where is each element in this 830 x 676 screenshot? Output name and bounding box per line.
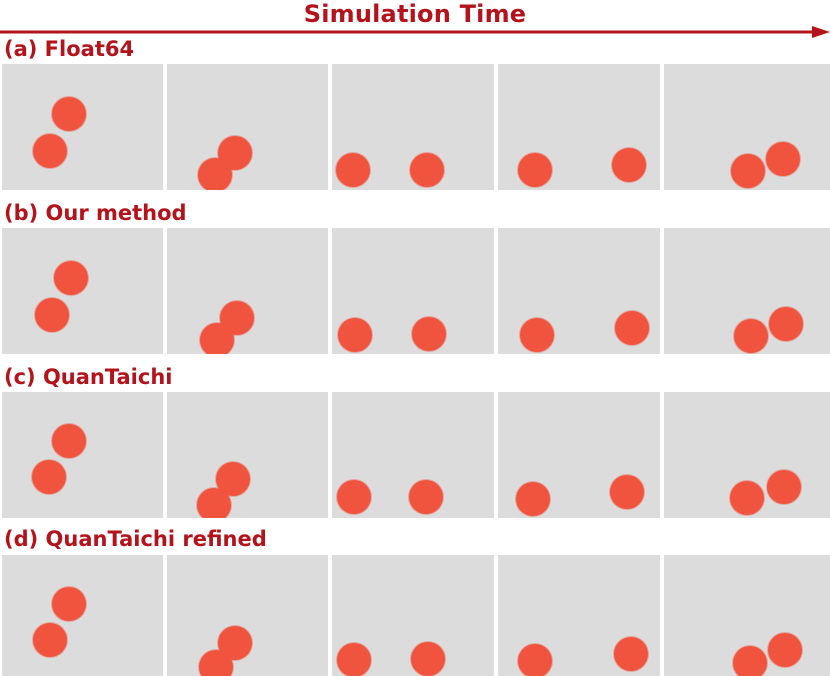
frame-panel: [332, 555, 494, 676]
ball: [769, 307, 803, 341]
frame-panel: [167, 392, 328, 518]
frame-panel: [167, 555, 328, 676]
ball: [338, 318, 372, 352]
frame-panel: [664, 64, 830, 190]
frame-panel: [664, 392, 830, 518]
ball: [734, 319, 768, 353]
frame-panel: [167, 64, 328, 190]
ball: [767, 470, 801, 504]
row-label-float64: (a) Float64: [4, 37, 135, 61]
ball: [520, 318, 554, 352]
ball: [409, 480, 443, 514]
ball: [516, 482, 550, 516]
ball: [731, 154, 765, 188]
ball: [200, 323, 234, 354]
frame-panel: [332, 228, 494, 354]
frame-panel: [167, 228, 328, 354]
ball: [518, 153, 552, 187]
ball: [766, 142, 800, 176]
row-label-quantaichi-refined: (d) QuanTaichi refined: [4, 527, 267, 551]
ball: [52, 97, 86, 131]
ball: [518, 644, 552, 676]
ball: [52, 424, 86, 458]
ball: [54, 261, 88, 295]
frame-panel: [2, 228, 163, 354]
ball: [337, 643, 371, 676]
row-label-quantaichi: (c) QuanTaichi: [4, 365, 173, 389]
ball: [337, 480, 371, 514]
ball: [198, 158, 232, 190]
ball: [610, 475, 644, 509]
ball: [411, 642, 445, 676]
ball: [730, 481, 764, 515]
ball: [52, 587, 86, 621]
frame-panel: [332, 64, 494, 190]
ball: [412, 317, 446, 351]
ball: [197, 488, 231, 518]
ball: [615, 311, 649, 345]
ball: [410, 153, 444, 187]
frame-panel: [498, 392, 660, 518]
frame-panel: [498, 555, 660, 676]
ball: [614, 637, 648, 671]
ball: [733, 646, 767, 676]
frame-panel: [2, 555, 163, 676]
frame-panel: [332, 392, 494, 518]
simulation-time-title: Simulation Time: [303, 0, 527, 28]
ball: [768, 633, 802, 667]
frame-panel: [2, 64, 163, 190]
figure-header: Simulation Time: [0, 0, 830, 40]
ball: [33, 134, 67, 168]
frame-panel: [664, 228, 830, 354]
frame-panel: [498, 64, 660, 190]
ball: [612, 148, 646, 182]
ball: [33, 623, 67, 657]
ball: [32, 460, 66, 494]
frame-panel: [498, 228, 660, 354]
ball: [35, 298, 69, 332]
frame-panel: [2, 392, 163, 518]
arrow-right-icon: [0, 26, 830, 38]
frame-panel: [664, 555, 830, 676]
ball: [336, 153, 370, 187]
ball: [199, 650, 233, 676]
row-label-our-method: (b) Our method: [4, 201, 187, 225]
